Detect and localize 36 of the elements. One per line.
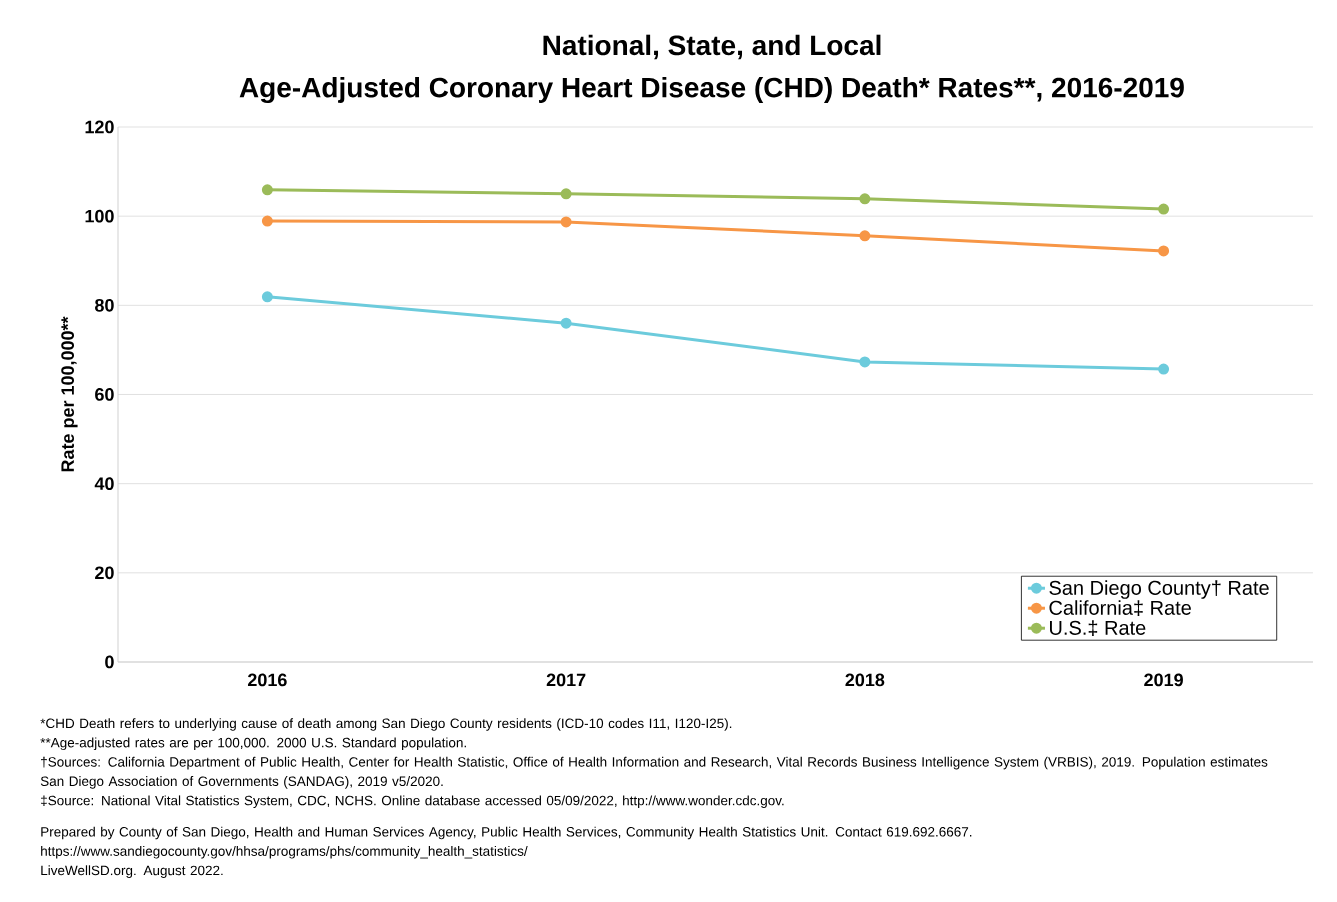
point [261, 184, 273, 196]
point [261, 215, 273, 227]
chart-title: National, State, and Local [543, 34, 881, 60]
y-tick-label: 100 [85, 209, 114, 223]
y-tick-label: 20 [95, 566, 114, 580]
text: **Age-adjusted rates are per 100,000. 2000 U.S. Standard population. [40, 737, 466, 751]
y-tick-label: 40 [94, 477, 114, 491]
point [261, 291, 273, 303]
y-tick-label: 120 [85, 120, 114, 134]
legend-label: San Diego County† Rate [1049, 580, 1269, 599]
point [1158, 363, 1170, 375]
x-tick-label: 2019 [1144, 673, 1183, 687]
text: https://www.sandiegocounty.gov/hhsa/programs/phs/community_health_statistics/ [41, 845, 528, 859]
text: *CHD Death refers to underlying cause of death among San Diego County residents (ICD-10 codes I11, I120-I25). [40, 718, 732, 731]
point [1158, 203, 1170, 215]
chart-subtitle: Age-Adjusted Coronary Heart Disease (CHD) Death* Rates**, 2016-2019 [239, 76, 1184, 104]
y-tick-label: 80 [95, 298, 114, 312]
text: Prepared by County of San Diego, Health and Human Services Agency, Public Health Services, Community Health Statistics Unit. Contact 619.692.6667. [41, 826, 972, 840]
x-tick-label: 2018 [845, 673, 885, 687]
point [859, 193, 871, 205]
point [560, 216, 572, 228]
y-tick-label: 60 [95, 388, 114, 401]
x-tick-label: 2016 [247, 673, 287, 687]
point [560, 188, 572, 200]
y-axis-title: Rate per 100,000** [61, 316, 78, 472]
point [560, 317, 572, 329]
legend-label: U.S.‡ Rate [1050, 620, 1146, 637]
y-tick-label: 0 [105, 655, 114, 669]
legend-label: California‡ Rate [1049, 600, 1191, 617]
point [1158, 245, 1170, 257]
text: ‡Source: National Vital Statistics System, CDC, NCHS. Online database accessed 05/09/2022, http://www.wonder.cdc.gov. [41, 795, 784, 808]
point [859, 230, 871, 242]
point [859, 356, 871, 368]
text: LiveWellSD.org. August 2022. [41, 865, 223, 878]
x-tick-label: 2017 [546, 673, 586, 687]
text: †Sources: California Department of Public Health, Center for Health Statistic, Office of Health Information and Research, Vital Records Business Intelligence System (VRBIS), 2019. Population estimates San Diego Association of Governments (SANDAG), 2019 v5/2020. [40, 756, 1268, 789]
